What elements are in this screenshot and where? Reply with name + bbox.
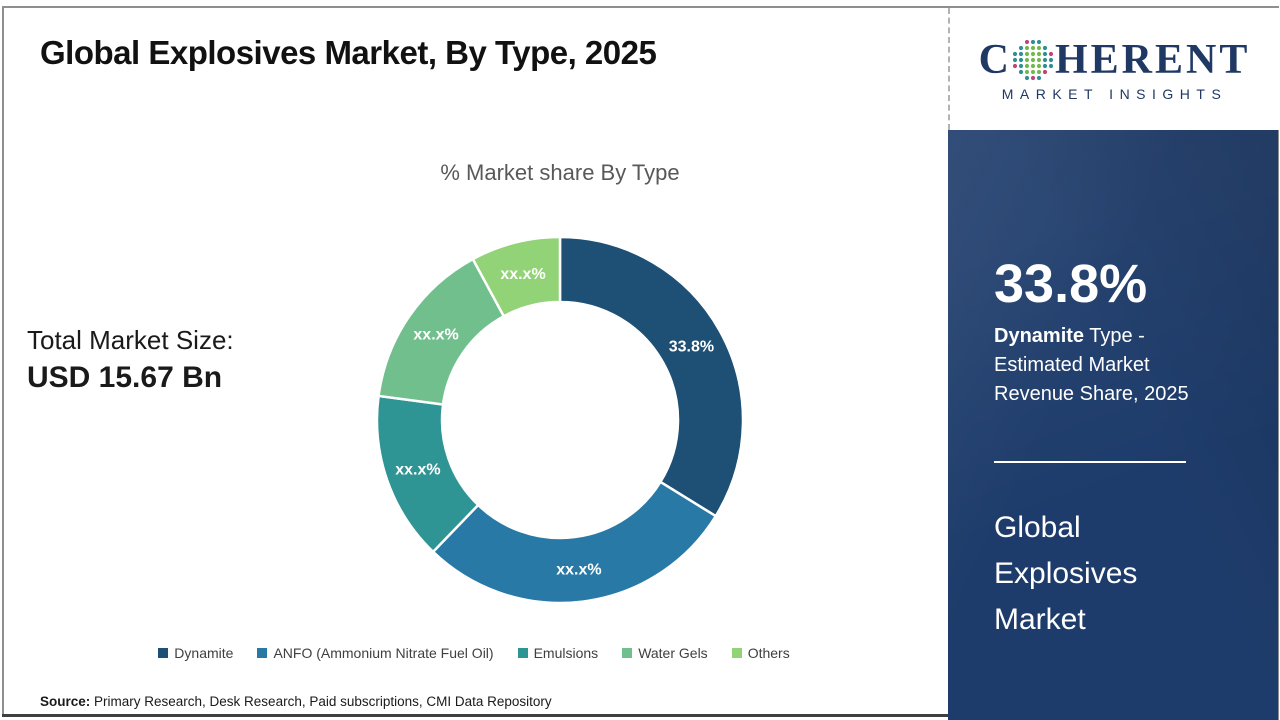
coherent-logo: C HERENT MARKET INSIGHTS (948, 8, 1279, 130)
globe-dot (1030, 57, 1036, 63)
legend-swatch (158, 648, 169, 658)
legend-item-others: Others (731, 645, 790, 661)
legend-label: Emulsions (533, 645, 599, 661)
page-title: Global Explosives Market, By Type, 2025 (40, 34, 657, 71)
legend-swatch (517, 648, 528, 658)
donut-segment-dynamite (558, 235, 745, 518)
globe-dot (1042, 45, 1048, 51)
frame-top-border (2, 6, 1278, 8)
logo-row: C HERENT (979, 36, 1251, 84)
globe-dot (1048, 63, 1053, 69)
globe-dot (1036, 63, 1042, 69)
globe-dot (1030, 45, 1036, 51)
legend-label: Water Gels (638, 645, 708, 661)
coherent-globe-icon (1012, 40, 1053, 80)
donut-segment-label: xx.x% (413, 327, 458, 344)
stat-description: Dynamite Type - Estimated Market Revenue… (994, 322, 1219, 409)
logo-word-end: HERENT (1054, 37, 1251, 83)
globe-dot (1036, 57, 1042, 63)
donut-segment-label: xx.x% (556, 561, 601, 578)
donut-segment-label: 33.8% (669, 339, 714, 356)
globe-dot (1036, 69, 1042, 75)
logo-word-start: C (978, 37, 1012, 83)
globe-dot (1018, 51, 1024, 57)
globe-dot (1030, 75, 1036, 80)
donut-chart: 33.8% xx.x% xx.x% xx.x% xx.x% (375, 235, 745, 605)
globe-dot (1018, 63, 1024, 69)
globe-dot (1030, 69, 1036, 75)
globe-dot (1024, 63, 1030, 69)
globe-dot (1036, 45, 1042, 51)
legend-label: Others (747, 645, 790, 661)
globe-dot (1030, 63, 1036, 69)
globe-dot (1042, 63, 1048, 69)
total-market-size-label: Total Market Size: (27, 325, 234, 355)
frame-right-border (1277, 6, 1279, 720)
donut-segment-others (471, 235, 562, 318)
source-line: Source: Primary Research, Desk Research,… (40, 694, 552, 709)
globe-dot (1036, 51, 1042, 57)
source-label: Source: (40, 694, 91, 709)
globe-dot (1012, 57, 1018, 63)
stat-description-bold: Dynamite (994, 325, 1085, 347)
globe-dot (1024, 51, 1030, 57)
globe-dot (1042, 57, 1048, 63)
bottom-rule (2, 714, 948, 717)
legend-label: Dynamite (174, 645, 234, 661)
legend-label: ANFO (Ammonium Nitrate Fuel Oil) (273, 645, 494, 661)
globe-dot (1048, 51, 1053, 57)
globe-dot (1024, 45, 1030, 51)
globe-dot (1030, 40, 1036, 45)
donut-segment-label: xx.x% (395, 462, 440, 479)
legend-item-dynamite: Dynamite (158, 645, 233, 661)
globe-dot (1030, 51, 1036, 57)
globe-dot (1048, 57, 1053, 63)
globe-dot (1018, 57, 1024, 63)
donut-svg: 33.8% xx.x% xx.x% xx.x% xx.x% (375, 235, 745, 605)
market-name: Global Explosives Market (994, 511, 1138, 636)
legend-swatch (257, 648, 268, 658)
donut-segment-label: xx.x% (500, 266, 545, 283)
legend-swatch (731, 648, 742, 658)
globe-dot (1012, 51, 1018, 57)
legend-item-water-gels: Water Gels (622, 645, 708, 661)
globe-dot (1018, 45, 1024, 51)
legend-swatch (622, 648, 633, 658)
total-market-size-block: Total Market Size: USD 15.67 Bn (27, 322, 234, 398)
globe-dot (1024, 75, 1030, 80)
total-market-size-value: USD 15.67 Bn (27, 361, 223, 394)
globe-dot (1012, 63, 1018, 69)
globe-dot (1018, 69, 1024, 75)
logo-subtitle: MARKET INSIGHTS (1001, 86, 1228, 102)
globe-dot (1042, 51, 1048, 57)
legend-item-emulsions: Emulsions (517, 645, 599, 661)
globe-dot (1024, 69, 1030, 75)
globe-dot (1024, 40, 1030, 45)
side-panel: 33.8% Dynamite Type - Estimated Market R… (948, 130, 1278, 720)
globe-dot (1024, 57, 1030, 63)
chart-legend: Dynamite ANFO (Ammonium Nitrate Fuel Oil)… (0, 645, 948, 661)
panel-content: 33.8% Dynamite Type - Estimated Market R… (948, 254, 1278, 643)
globe-dot (1036, 40, 1042, 45)
stat-description-rest: Type - Estimated Market Revenue Share, 2… (994, 325, 1189, 405)
source-text: Primary Research, Desk Research, Paid su… (90, 694, 552, 709)
stat-value: 33.8% (994, 254, 1148, 314)
frame-left-border (2, 6, 4, 716)
legend-item-anfo-ammonium-nitrate-fuel-oil: ANFO (Ammonium Nitrate Fuel Oil) (257, 645, 494, 661)
donut-segment-anfo-ammonium-nitrate-fuel-oil (431, 480, 718, 605)
globe-dot (1042, 69, 1048, 75)
panel-divider (994, 461, 1186, 463)
chart-title: % Market share By Type (440, 160, 680, 185)
globe-dot (1036, 75, 1042, 80)
